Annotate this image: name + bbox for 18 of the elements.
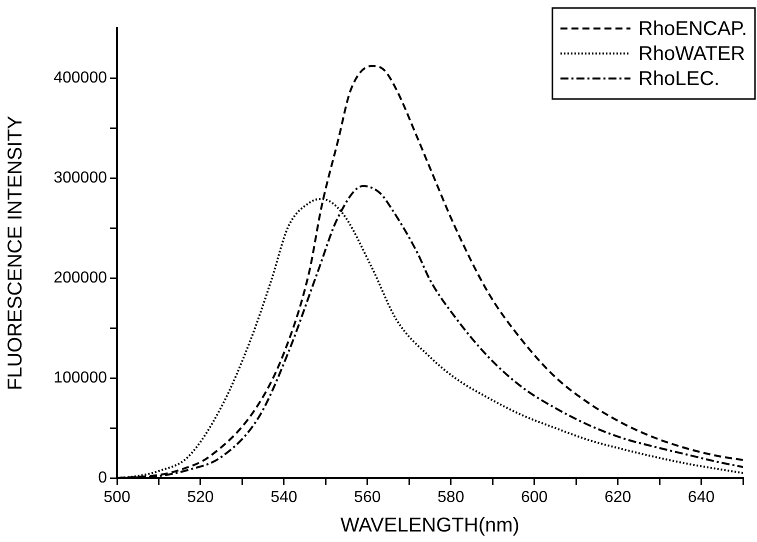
x-tick-label: 620 [604,489,632,506]
legend-label: RhoENCAP. [638,18,748,40]
y-tick-label: 100000 [54,369,108,386]
x-tick-label: 540 [270,489,298,506]
y-tick-label: 300000 [54,169,108,186]
x-tick-label: 560 [354,489,381,506]
legend-label: RhoLEC. [638,68,720,90]
x-axis-title: WAVELENGTH(nm) [340,514,520,537]
y-tick-label: 0 [98,469,108,486]
x-tick-label: 580 [438,489,464,506]
y-tick-label: 400000 [54,69,108,86]
legend-label: RhoWATER [638,43,746,66]
x-tick-label: 520 [187,489,214,506]
x-tick-label: 500 [104,489,130,506]
x-tick-label: 600 [520,489,548,506]
y-tick-label: 200000 [54,269,108,286]
x-tick-label: 640 [688,489,715,506]
y-axis-title: FLUORESCENCE INTENSITY [4,116,27,390]
